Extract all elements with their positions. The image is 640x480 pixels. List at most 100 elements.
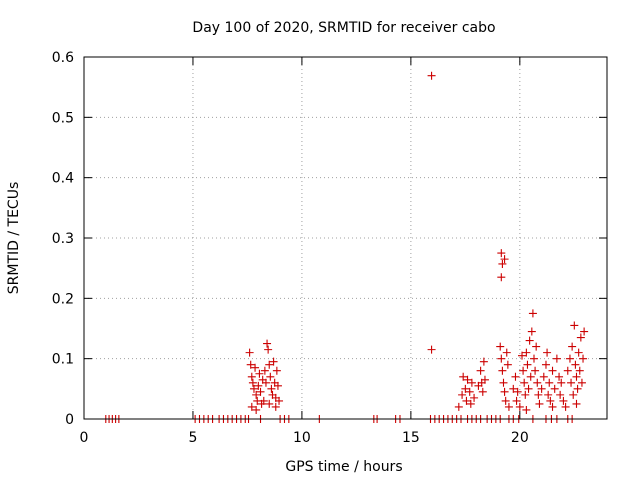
data-point bbox=[462, 396, 471, 405]
data-point bbox=[552, 354, 561, 363]
axis-ticks: 0 0.1 0.2 0.3 0.4 0.5 0.6 0 5 10 15 20 bbox=[52, 50, 607, 446]
data-point bbox=[502, 348, 511, 357]
data-point bbox=[533, 378, 542, 387]
data-point bbox=[550, 384, 559, 393]
data-point bbox=[520, 378, 529, 387]
data-point bbox=[539, 372, 548, 381]
data-point bbox=[458, 390, 467, 399]
data-point bbox=[248, 378, 257, 387]
data-point bbox=[499, 378, 508, 387]
data-point bbox=[459, 372, 468, 381]
y-tick-label: 0.1 bbox=[52, 352, 74, 368]
data-point bbox=[427, 345, 436, 354]
y-axis-label: SRMTID / TECUs bbox=[6, 182, 22, 295]
y-tick-label: 0 bbox=[65, 412, 74, 428]
x-tick-label: 0 bbox=[80, 430, 89, 446]
data-point bbox=[267, 384, 276, 393]
data-point bbox=[572, 372, 581, 381]
data-point bbox=[526, 372, 535, 381]
data-point bbox=[261, 378, 270, 387]
data-point bbox=[561, 402, 570, 411]
data-point bbox=[524, 384, 533, 393]
data-point bbox=[500, 255, 509, 264]
data-point bbox=[497, 354, 506, 363]
data-point bbox=[577, 378, 586, 387]
data-point bbox=[528, 309, 537, 318]
data-point bbox=[466, 399, 475, 408]
data-point bbox=[567, 378, 576, 387]
data-point bbox=[504, 402, 513, 411]
data-point bbox=[515, 402, 524, 411]
data-point bbox=[574, 348, 583, 357]
y-tick-label: 0.3 bbox=[52, 231, 74, 247]
data-point bbox=[454, 402, 463, 411]
data-point bbox=[531, 366, 540, 375]
data-point bbox=[579, 354, 588, 363]
data-point bbox=[571, 360, 580, 369]
chart-title: Day 100 of 2020, SRMTID for receiver cab… bbox=[192, 20, 495, 36]
y-tick-label: 0.6 bbox=[52, 50, 74, 66]
x-tick-label: 20 bbox=[511, 430, 529, 446]
data-point bbox=[269, 357, 278, 366]
data-point bbox=[559, 396, 568, 405]
data-point bbox=[245, 348, 254, 357]
data-point bbox=[565, 354, 574, 363]
y-tick-label: 0.4 bbox=[52, 171, 74, 187]
data-point bbox=[537, 384, 546, 393]
data-point bbox=[254, 381, 263, 390]
data-point bbox=[252, 390, 261, 399]
data-point bbox=[478, 387, 487, 396]
data-point bbox=[470, 393, 479, 402]
data-point bbox=[511, 372, 520, 381]
data-point bbox=[544, 390, 553, 399]
data-point bbox=[247, 372, 256, 381]
data-point bbox=[259, 396, 268, 405]
data-point bbox=[548, 402, 557, 411]
data-point bbox=[555, 372, 564, 381]
grid-lines bbox=[84, 57, 607, 419]
x-tick-label: 5 bbox=[188, 430, 197, 446]
data-point bbox=[252, 405, 261, 414]
data-point bbox=[541, 360, 550, 369]
data-point bbox=[500, 387, 509, 396]
data-point bbox=[273, 381, 282, 390]
data-point bbox=[522, 405, 531, 414]
y-tick-label: 0.2 bbox=[52, 291, 74, 307]
data-point bbox=[501, 396, 510, 405]
data-point bbox=[427, 71, 436, 80]
data-point bbox=[576, 333, 585, 342]
x-tick-label: 15 bbox=[402, 430, 420, 446]
data-point bbox=[246, 360, 255, 369]
data-point bbox=[575, 366, 584, 375]
data-point bbox=[496, 342, 505, 351]
data-point bbox=[461, 384, 470, 393]
data-point bbox=[532, 342, 541, 351]
data-point bbox=[463, 375, 472, 384]
data-point bbox=[525, 336, 534, 345]
data-point bbox=[263, 339, 272, 348]
data-points bbox=[101, 71, 589, 423]
data-point bbox=[480, 375, 489, 384]
data-point bbox=[256, 387, 265, 396]
data-point bbox=[513, 387, 522, 396]
data-point bbox=[264, 345, 273, 354]
data-point bbox=[569, 390, 578, 399]
data-point bbox=[543, 348, 552, 357]
x-axis-label: GPS time / hours bbox=[285, 459, 402, 475]
data-point bbox=[572, 399, 581, 408]
data-point bbox=[498, 366, 507, 375]
data-point bbox=[521, 390, 530, 399]
data-point bbox=[546, 396, 555, 405]
data-point bbox=[266, 372, 275, 381]
data-point bbox=[563, 366, 572, 375]
data-point bbox=[557, 378, 566, 387]
data-point bbox=[247, 402, 256, 411]
data-point bbox=[529, 354, 538, 363]
data-point bbox=[580, 327, 589, 336]
data-point bbox=[249, 384, 258, 393]
data-point bbox=[545, 378, 554, 387]
data-point bbox=[527, 327, 536, 336]
data-point bbox=[522, 348, 531, 357]
data-point bbox=[519, 366, 528, 375]
data-point bbox=[556, 390, 565, 399]
